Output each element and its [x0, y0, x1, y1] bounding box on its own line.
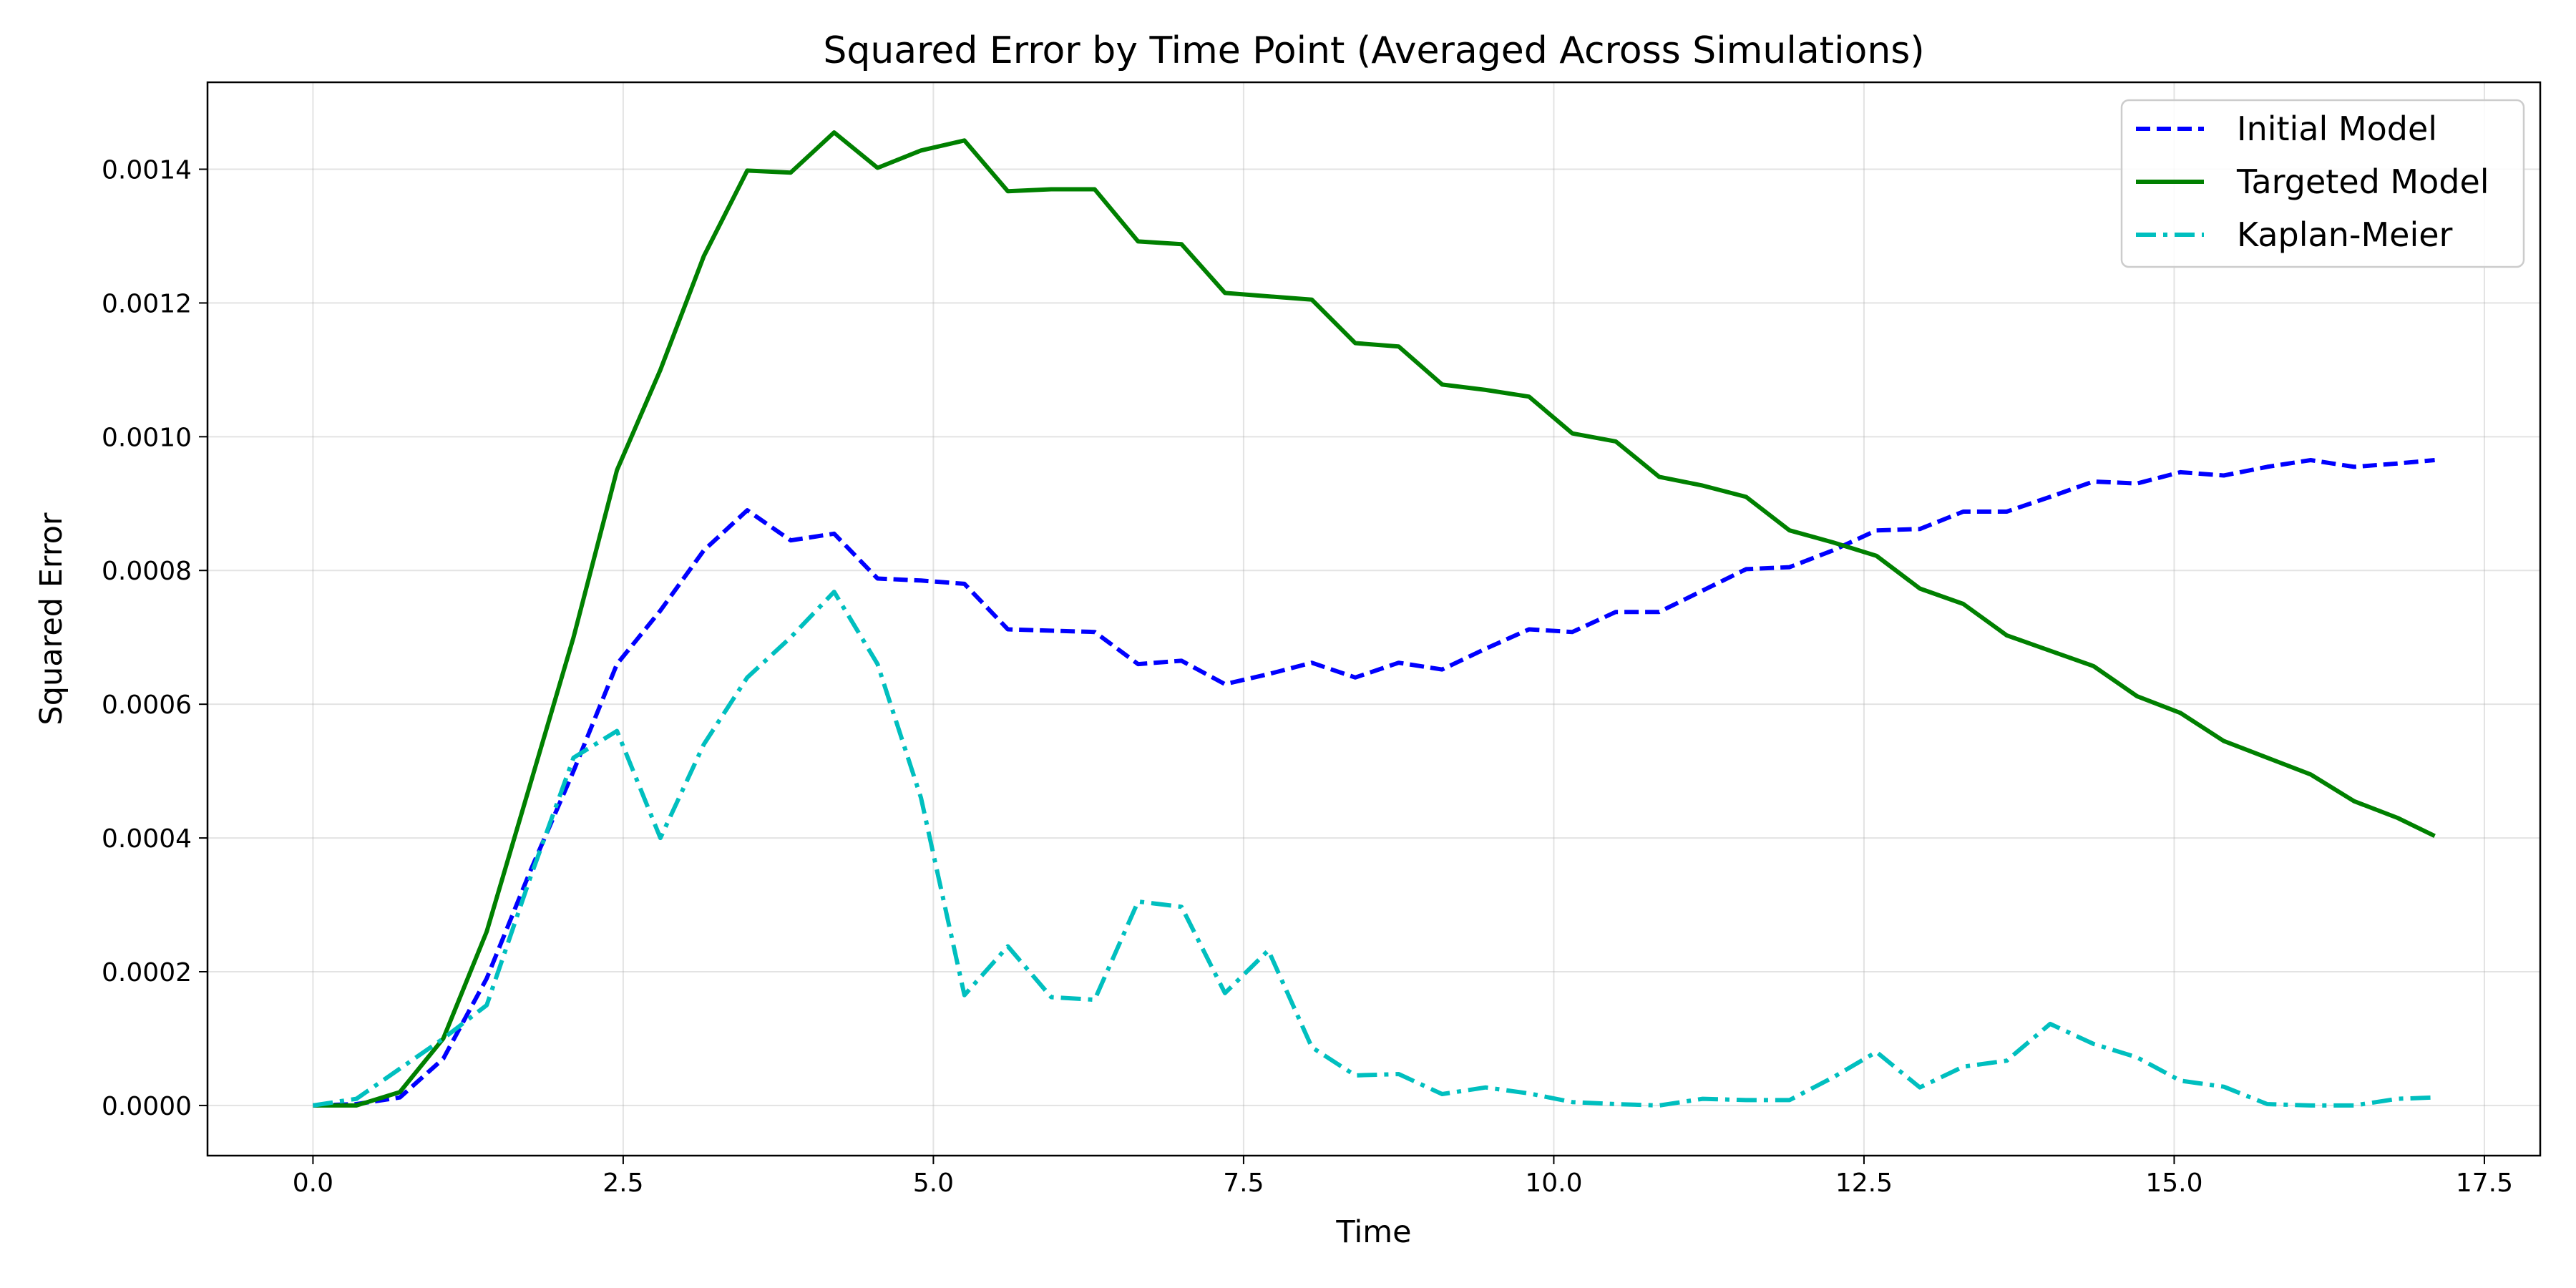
- x-tick-label: 10.0: [1525, 1169, 1582, 1198]
- legend: Initial Model Targeted Model Kaplan-Meie…: [2120, 99, 2525, 268]
- y-tick-label: 0.0008: [102, 557, 192, 586]
- legend-frame: [2120, 99, 2525, 268]
- x-tick-label: 2.5: [602, 1169, 643, 1198]
- y-tick-label: 0.0006: [102, 691, 192, 720]
- x-tick-label: 12.5: [1835, 1169, 1893, 1198]
- y-tick-label: 0.0000: [102, 1092, 192, 1121]
- y-tick-label: 0.0012: [102, 289, 192, 318]
- plot-frame: [206, 81, 2542, 1157]
- axis-ticks: 0.0 2.5 5.0 7.5 10.0 12.5 15.0 17.5 0.0000 0.0002…: [102, 155, 2513, 1198]
- y-tick-label: 0.0010: [102, 423, 192, 452]
- y-tick-label: 0.0002: [102, 958, 192, 987]
- x-tick-label: 0.0: [293, 1169, 333, 1198]
- y-axis-label: Squared Error: [34, 512, 69, 725]
- legend-label-initial-model: Initial Model: [2237, 109, 2437, 148]
- y-tick-label: 0.0004: [102, 824, 192, 854]
- series-lines: [312, 130, 2436, 1108]
- x-axis-label: Time: [1335, 1214, 1411, 1250]
- y-tick-label: 0.0014: [102, 155, 192, 185]
- x-tick-label: 7.5: [1223, 1169, 1264, 1198]
- x-tick-label: 15.0: [2145, 1169, 2202, 1198]
- series-line-targeted-model: [313, 130, 2436, 1108]
- x-tick-label: 17.5: [2456, 1169, 2513, 1198]
- series-line-kaplan-meier: [312, 590, 2435, 1108]
- legend-label-kaplan-meier: Kaplan-Meier: [2237, 215, 2453, 254]
- x-tick-label: 5.0: [913, 1169, 954, 1198]
- legend-label-targeted-model: Targeted Model: [2236, 162, 2489, 201]
- chart-title: Squared Error by Time Point (Averaged Ac…: [823, 29, 1924, 72]
- series-line-initial-model: [313, 458, 2435, 1108]
